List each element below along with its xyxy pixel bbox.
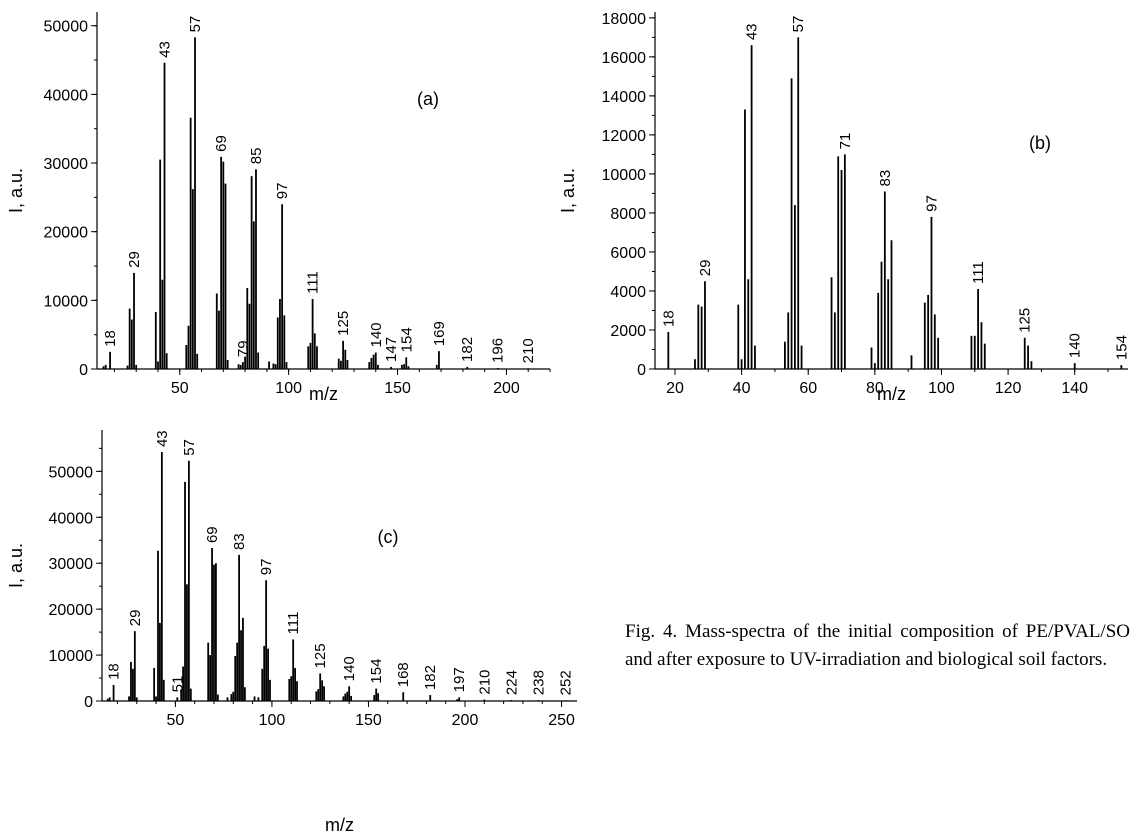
peak-label: 57	[181, 439, 198, 456]
peak-label: 140	[368, 322, 385, 347]
panel-label: (b)	[1029, 133, 1051, 153]
y-axis-label: I, a.u.	[558, 168, 578, 213]
y-tick-label: 50000	[44, 19, 89, 36]
peak-label: 83	[231, 533, 248, 550]
y-tick-label: 10000	[49, 648, 94, 665]
peak-label: 29	[697, 260, 714, 277]
peak-label: 71	[837, 133, 854, 150]
peak-label: 69	[204, 526, 221, 543]
peak-label: 238	[530, 670, 547, 695]
panel-label: (c)	[378, 527, 399, 547]
peak-label: 18	[102, 330, 119, 347]
y-tick-label: 14000	[602, 89, 647, 106]
peak-label: 169	[431, 321, 448, 346]
y-tick-label: 10000	[44, 293, 89, 310]
peak-label: 140	[1067, 333, 1084, 358]
x-tick-label: 50	[166, 712, 184, 729]
y-axis-label: I, a.u.	[6, 168, 26, 213]
y-tick-label: 40000	[44, 87, 89, 104]
x-tick-label: 80	[866, 380, 884, 397]
peak-label: 140	[341, 656, 358, 681]
peak-label: 43	[744, 23, 761, 40]
y-tick-label: 16000	[602, 50, 647, 67]
peak-label: 111	[285, 612, 302, 635]
peak-label: 197	[451, 667, 468, 692]
peak-label: 147	[383, 337, 400, 362]
peak-label: 29	[127, 609, 144, 626]
peak-label: 97	[923, 195, 940, 212]
peak-label: 97	[274, 183, 291, 200]
x-tick-label: 150	[355, 712, 382, 729]
y-tick-label: 0	[79, 362, 88, 379]
y-tick-label: 30000	[49, 556, 94, 573]
peak-label: 83	[877, 170, 894, 187]
peak-label: 125	[312, 643, 329, 668]
y-tick-label: 10000	[602, 167, 647, 184]
x-tick-label: 60	[799, 380, 817, 397]
peak-label: 57	[790, 16, 807, 33]
peak-label: 182	[422, 665, 439, 690]
x-tick-label: 200	[452, 712, 479, 729]
y-tick-label: 30000	[44, 156, 89, 173]
y-tick-label: 6000	[610, 245, 646, 262]
panel-a: 0 10000 20000 30000 40000 50000 50 100 150 200 m/z…	[6, 12, 551, 404]
panel-b: 0 2000 4000 6000 8000 10000 12000 14000 16000 180…	[558, 11, 1130, 404]
peak-label: 79	[235, 340, 252, 357]
y-tick-label: 20000	[49, 602, 94, 619]
x-tick-label: 100	[928, 380, 955, 397]
peak-label: 85	[248, 148, 265, 165]
y-tick-label: 8000	[610, 206, 646, 223]
peak-label: 154	[398, 327, 415, 352]
panel-c: 0 10000 20000 30000 40000 50000 50 100 150 200 250…	[6, 430, 577, 835]
figure-caption: Fig. 4. Mass-spectra of the initial comp…	[625, 621, 1130, 670]
peak-label: 125	[335, 311, 352, 336]
y-tick-label: 0	[637, 362, 646, 379]
peak-label: 97	[258, 559, 275, 576]
x-tick-label: 200	[493, 380, 520, 397]
y-tick-label: 20000	[44, 225, 89, 242]
y-tick-label: 0	[84, 694, 93, 711]
peak-label: 111	[305, 271, 322, 294]
peak-label: 57	[187, 16, 204, 33]
peak-label: 51	[169, 676, 186, 693]
x-axis-label: m/z	[877, 384, 906, 404]
peak-label: 154	[1113, 335, 1130, 360]
x-tick-label: 120	[995, 380, 1022, 397]
x-tick-label: 50	[171, 380, 189, 397]
peak-label: 182	[459, 337, 476, 362]
peak-label: 196	[490, 338, 507, 363]
x-axis-label: m/z	[325, 815, 354, 835]
peak-label: 224	[503, 670, 520, 695]
y-tick-label: 2000	[610, 323, 646, 340]
peak-label: 111	[970, 261, 987, 284]
peak-label: 154	[368, 659, 385, 684]
peak-label: 210	[476, 670, 493, 695]
peak-label: 69	[213, 135, 230, 152]
y-tick-label: 18000	[602, 11, 647, 28]
x-tick-label: 100	[275, 380, 302, 397]
peak-label: 168	[395, 662, 412, 687]
x-axis-label: m/z	[309, 384, 338, 404]
panel-label: (a)	[417, 89, 439, 109]
y-axis-label: I, a.u.	[6, 543, 26, 588]
peak-label: 18	[106, 663, 123, 680]
peak-label: 252	[557, 670, 574, 695]
x-tick-label: 150	[384, 380, 411, 397]
y-tick-label: 12000	[602, 128, 647, 145]
y-tick-label: 50000	[49, 464, 94, 481]
x-tick-label: 250	[548, 712, 575, 729]
x-tick-label: 100	[259, 712, 286, 729]
peak-label: 43	[154, 430, 171, 447]
peak-label: 125	[1017, 308, 1034, 333]
x-tick-label: 140	[1061, 380, 1088, 397]
y-tick-label: 4000	[610, 284, 646, 301]
x-tick-label: 20	[666, 380, 684, 397]
peak-label: 43	[157, 41, 174, 58]
peak-label: 29	[126, 251, 143, 268]
peak-label: 18	[660, 310, 677, 327]
peak-label: 210	[520, 338, 537, 363]
y-tick-label: 40000	[49, 510, 94, 527]
x-tick-label: 40	[733, 380, 751, 397]
